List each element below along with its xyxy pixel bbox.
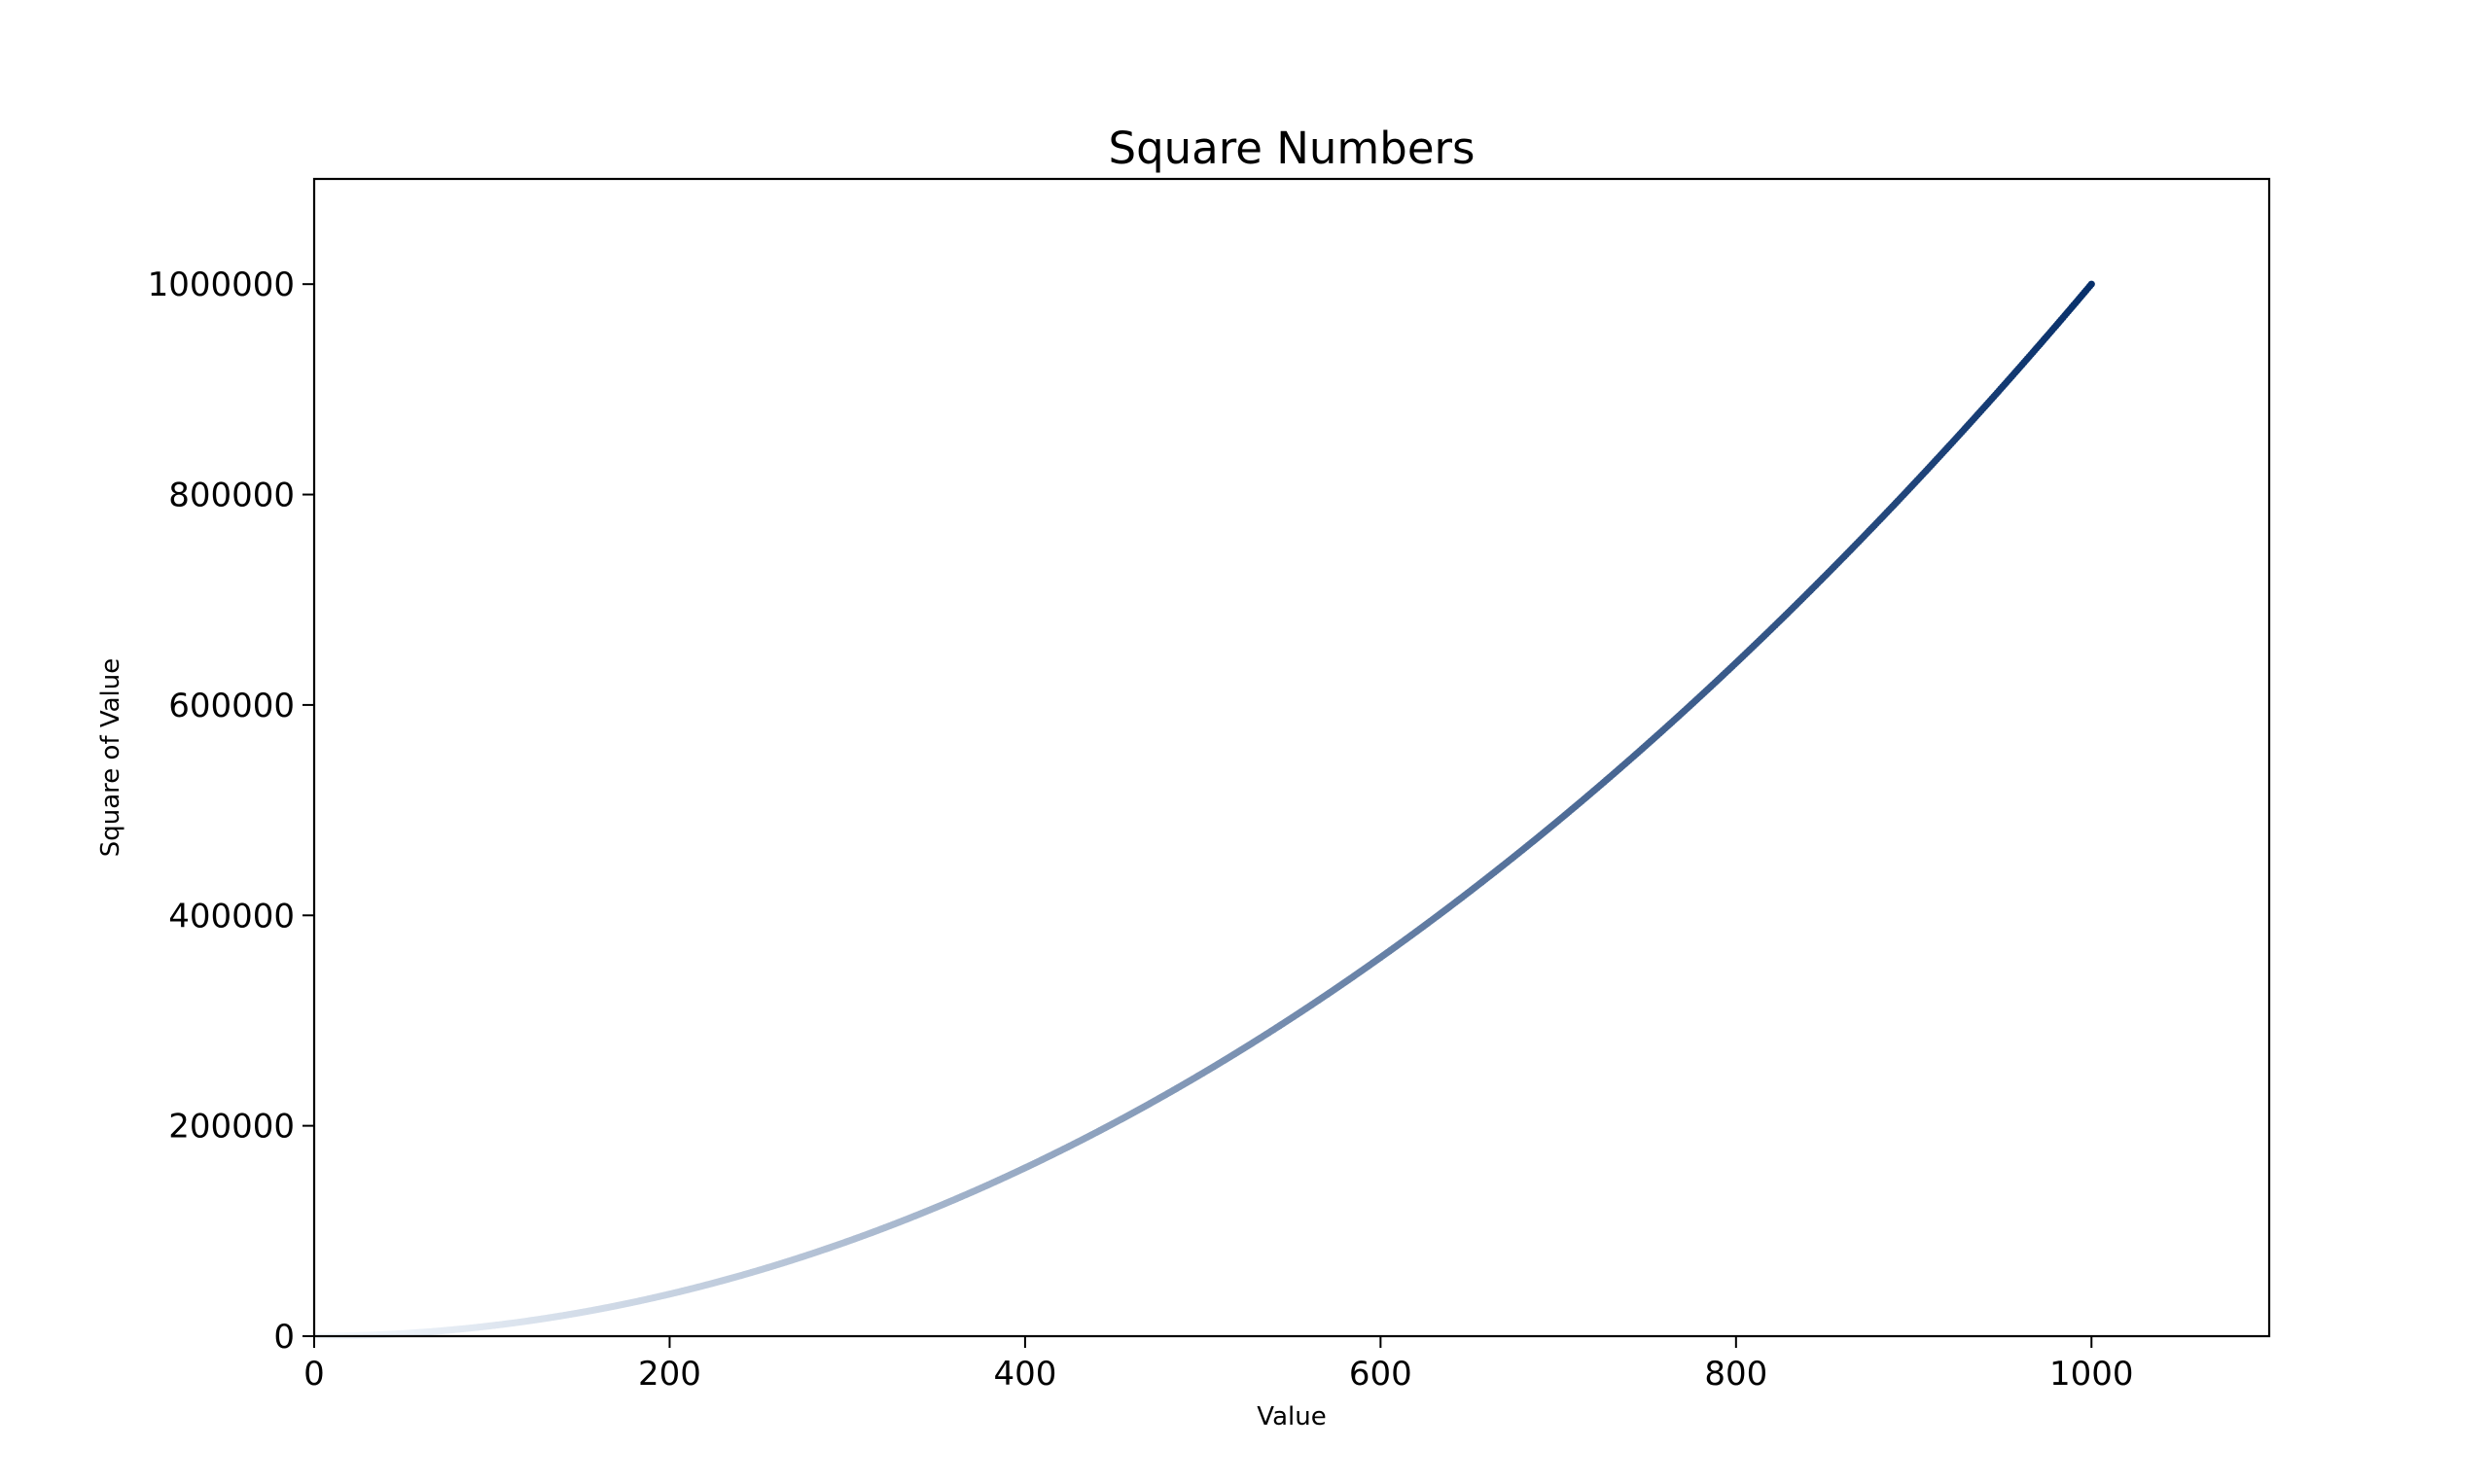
x-axis-ticks: 0 200 400 600 800 1000 xyxy=(303,1336,2134,1394)
x-tick-label: 1000 xyxy=(2049,1355,2134,1394)
y-tick-label: 600000 xyxy=(168,687,295,725)
data-point xyxy=(2087,280,2095,288)
y-tick-label: 200000 xyxy=(168,1108,295,1147)
y-tick-label: 800000 xyxy=(168,477,295,515)
x-tick-label: 600 xyxy=(1349,1355,1412,1394)
series-layer xyxy=(312,280,2095,1340)
y-tick-label: 400000 xyxy=(168,897,295,936)
y-tick-label: 0 xyxy=(273,1318,295,1357)
y-axis-ticks: 0 200000 400000 600000 800000 1000000 xyxy=(148,265,314,1357)
x-tick-label: 400 xyxy=(993,1355,1056,1394)
x-tick-label: 800 xyxy=(1704,1355,1767,1394)
x-axis-label: Value xyxy=(1257,1402,1326,1431)
plot-frame xyxy=(312,177,2271,1338)
chart-title: Square Numbers xyxy=(1109,123,1476,174)
x-tick-label: 0 xyxy=(303,1355,325,1394)
y-axis-label: Square of Value xyxy=(96,658,125,858)
x-tick-label: 200 xyxy=(638,1355,701,1394)
y-tick-label: 1000000 xyxy=(148,265,295,304)
